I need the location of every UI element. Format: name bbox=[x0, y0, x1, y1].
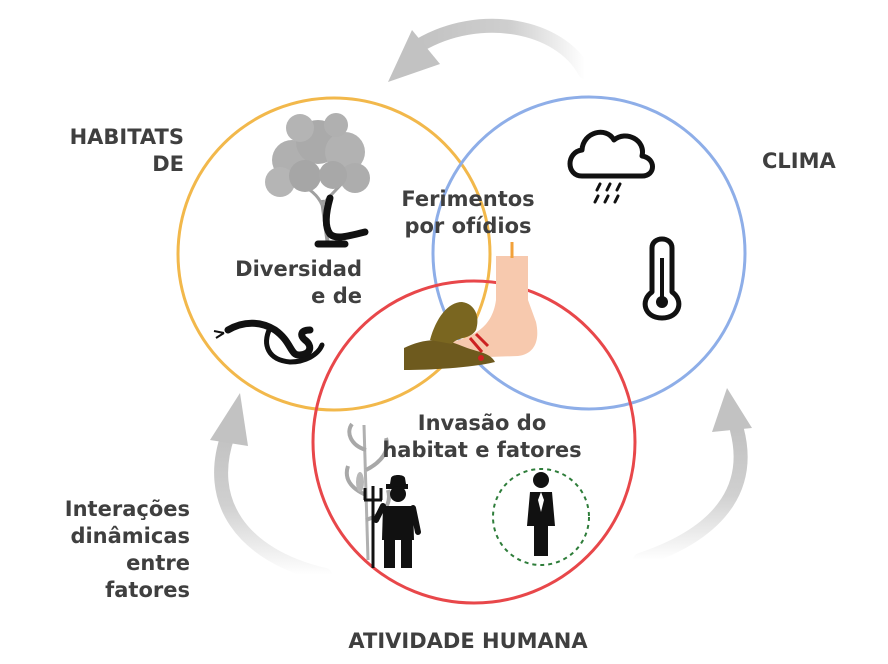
snake-icon bbox=[213, 319, 325, 365]
clima-label-text: CLIMA bbox=[762, 149, 836, 173]
human-activity-circle bbox=[311, 279, 637, 605]
diversidade-label: Diversidad e de bbox=[222, 256, 362, 310]
habitat-circle bbox=[176, 96, 492, 412]
arrow-right-icon bbox=[633, 388, 752, 567]
invasao-label: Invasão do habitat e fatores bbox=[372, 410, 592, 464]
snake-on-branch-icon bbox=[314, 194, 369, 248]
diversidade-label-line2: e de bbox=[311, 284, 362, 308]
farmer-icon bbox=[363, 475, 421, 568]
habitats-label: HABITATS DE bbox=[40, 124, 184, 178]
ferimentos-label-line1: Ferimentos bbox=[401, 187, 535, 211]
interacoes-label-line2: dinâmicas entre bbox=[70, 524, 190, 575]
atividade-humana-label: ATIVIDADE HUMANA bbox=[318, 628, 618, 655]
climate-circle bbox=[431, 95, 747, 411]
arrow-top-icon bbox=[388, 18, 592, 82]
ferimentos-label: Ferimentos por ofídios bbox=[388, 186, 548, 240]
thermometer-icon bbox=[642, 236, 682, 321]
atividade-humana-label-text: ATIVIDADE HUMANA bbox=[348, 629, 588, 653]
invasao-label-line2: habitat e fatores bbox=[382, 438, 582, 462]
habitats-label-line2: DE bbox=[152, 152, 184, 176]
tree-icon bbox=[265, 113, 370, 247]
diversidade-label-line1: Diversidad bbox=[235, 257, 362, 281]
interacoes-label-line1: Interações bbox=[64, 497, 190, 521]
businessman-icon bbox=[492, 468, 590, 566]
habitats-label-line1: HABITATS bbox=[69, 125, 184, 149]
interacoes-label: Interações dinâmicas entre fatores bbox=[4, 496, 190, 604]
interacoes-label-line3: fatores bbox=[105, 578, 190, 602]
arrow-left-icon bbox=[210, 393, 332, 582]
rain-cloud-icon bbox=[567, 129, 655, 204]
clima-label: CLIMA bbox=[762, 148, 862, 175]
snake-bite-icon bbox=[404, 242, 538, 370]
cycle-arrows bbox=[210, 18, 752, 582]
invasao-label-line1: Invasão do bbox=[417, 411, 547, 435]
venn-circles bbox=[176, 95, 747, 605]
ferimentos-label-line2: por ofídios bbox=[404, 214, 532, 238]
